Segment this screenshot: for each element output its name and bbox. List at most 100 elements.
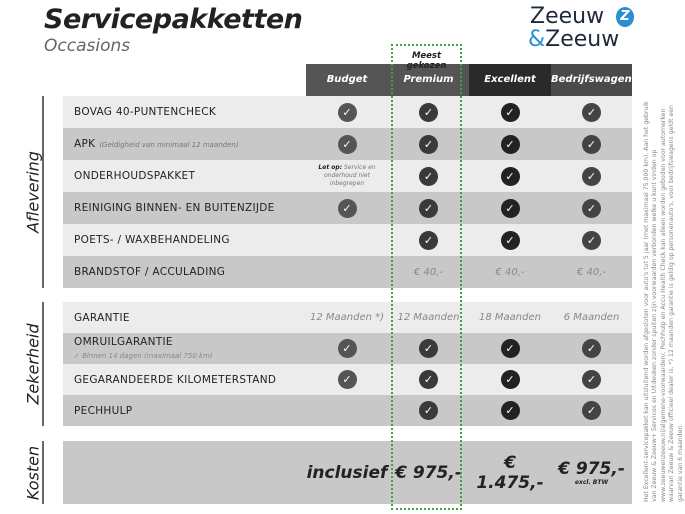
cell-excellent: ✓ (469, 198, 551, 218)
check-icon: ✓ (419, 370, 438, 389)
table-row: BRANDSTOF / ACCULADING € 40,- € 40,- € 40,- (63, 256, 632, 288)
section-label: Aflevering (23, 151, 43, 233)
row-label-text: BRANDSTOF / ACCULADING (74, 266, 226, 278)
row-note: (Geldigheid van minimaal 12 maanden) (99, 141, 239, 149)
table-row: REINIGING BINNEN- EN BUITENZIJDE ✓ ✓ ✓ ✓ (63, 192, 632, 224)
check-icon: ✓ (337, 102, 357, 122)
check-icon: ✓ (419, 230, 438, 250)
section-label: Kosten (23, 445, 43, 500)
row-label: GEGARANDEERDE KILOMETERSTAND (63, 374, 306, 386)
cell-bedrijfswagens: ✓ (551, 370, 632, 389)
row-label-text: BOVAG 40-PUNTENCHECK (74, 106, 217, 118)
cell-budget: ✓ (306, 370, 388, 389)
check-icon: ✓ (337, 339, 357, 358)
check-icon: ✓ (582, 102, 601, 122)
check-icon: ✓ (582, 339, 601, 358)
row-label: ONDERHOUDSPAKKET (63, 170, 306, 182)
cell-premium: ✓ (388, 102, 469, 122)
logo-line2: &Zeeuw (528, 27, 620, 52)
table-row: POETS- / WAXBEHANDELING ✓ ✓ ✓ (63, 224, 632, 256)
cell-premium: ✓ (388, 401, 469, 420)
cell-budget: 12 Maanden *) (309, 312, 385, 323)
price-bedrijfswagens: € 975,- excl. BTW (551, 459, 632, 486)
row-label: PECHHULP (63, 405, 306, 417)
logo-line1: Zeeuw (530, 4, 605, 29)
check-icon: ✓ (582, 230, 601, 250)
price-excellent: € 1.475,- (469, 453, 551, 493)
logo: Zeeuw Z &Zeeuw (528, 4, 640, 54)
row-label: BRANDSTOF / ACCULADING (63, 266, 306, 278)
column-header-excellent: Excellent (469, 64, 551, 96)
check-icon: ✓ (337, 370, 357, 389)
check-icon: ✓ (582, 401, 601, 420)
section-label: Zekerheid (23, 323, 43, 405)
row-label: REINIGING BINNEN- EN BUITENZIJDE (63, 202, 306, 214)
section-kosten: Kosten (24, 441, 44, 504)
cell-premium: € 40,- (413, 266, 444, 278)
logo-mark-icon: Z (616, 7, 634, 27)
check-icon: ✓ (419, 401, 438, 420)
cell-budget: ✓ (306, 102, 388, 122)
price-row: inclusief € 975,- € 1.475,- € 975,- excl. BT… (63, 441, 632, 504)
table-row: GEGARANDEERDE KILOMETERSTAND ✓ ✓ ✓ ✓ (63, 364, 632, 395)
let-op-text: Service en onderhoud niet inbegrepen (324, 164, 376, 187)
cell-excellent: ✓ (469, 230, 551, 250)
row-label-text: POETS- / WAXBEHANDELING (74, 234, 230, 246)
price-value: € 975,- (558, 459, 625, 479)
cell-excellent: ✓ (469, 370, 551, 389)
price-value: inclusief (306, 462, 388, 483)
cell-excellent: ✓ (469, 401, 551, 420)
table-row: APK (Geldigheid van minimaal 12 maanden) ✓… (63, 128, 632, 160)
cell-bedrijfswagens: 6 Maanden (563, 312, 620, 323)
cell-bedrijfswagens: ✓ (551, 401, 632, 420)
page-subtitle: Occasions (44, 36, 131, 56)
row-label-text: GARANTIE (74, 311, 130, 324)
cell-budget: Let op: Service en onderhoud niet inbegr… (306, 164, 388, 188)
cell-excellent: ✓ (469, 102, 551, 122)
check-icon: ✓ (582, 370, 601, 389)
column-header-budget: Budget (306, 64, 388, 96)
check-icon: ✓ (500, 230, 520, 250)
cell-premium: ✓ (388, 198, 469, 218)
price-budget: inclusief (306, 463, 388, 483)
cell-bedrijfswagens: ✓ (551, 198, 632, 218)
cell-premium: ✓ (388, 339, 469, 358)
cell-excellent: € 40,- (495, 266, 525, 278)
check-icon: ✓ (500, 370, 520, 389)
cell-budget: ✓ (306, 339, 388, 358)
cell-premium: ✓ (388, 230, 469, 250)
cell-excellent: ✓ (469, 166, 551, 186)
check-icon: ✓ (500, 166, 520, 186)
row-label: OMRUILGARANTIE ✓ Binnen 14 dagen (maximaa… (63, 336, 306, 360)
cell-excellent: ✓ (469, 339, 551, 358)
cell-excellent: 18 Maanden (479, 312, 541, 323)
cell-excellent: ✓ (469, 134, 551, 154)
section-zekerheid: Zekerheid (24, 302, 44, 426)
check-icon: ✓ (419, 339, 438, 358)
cell-premium: 12 Maanden (397, 312, 460, 323)
row-label: APK (Geldigheid van minimaal 12 maanden) (63, 138, 306, 150)
row-label: POETS- / WAXBEHANDELING (63, 234, 306, 246)
price-value: € 1.475,- (476, 452, 544, 493)
cell-budget: ✓ (306, 198, 388, 218)
check-icon: ✓ (419, 134, 438, 154)
check-icon: ✓ (582, 198, 601, 218)
check-icon: ✓ (582, 134, 601, 154)
cell-bedrijfswagens: ✓ (551, 230, 632, 250)
check-icon: ✓ (500, 134, 520, 154)
cell-bedrijfswagens: ✓ (551, 339, 632, 358)
row-label-text: APK (74, 138, 96, 150)
table-row: ONDERHOUDSPAKKET Let op: Service en onder… (63, 160, 632, 192)
row-label: BOVAG 40-PUNTENCHECK (63, 106, 306, 118)
page-title: Servicepakketten (44, 4, 303, 35)
row-label-text: OMRUILGARANTIE (74, 335, 173, 348)
column-header-premium: Premium (388, 64, 469, 96)
row-subnote: ✓ Binnen 14 dagen (maximaal 750 km) (74, 351, 213, 360)
check-icon: ✓ (500, 401, 520, 420)
column-header-bedrijfswagens: Bedrijfswagens (551, 64, 638, 96)
table-row: OMRUILGARANTIE ✓ Binnen 14 dagen (maximaa… (63, 333, 632, 364)
cell-budget: ✓ (306, 134, 388, 154)
cell-premium: ✓ (388, 134, 469, 154)
table-row: BOVAG 40-PUNTENCHECK ✓ ✓ ✓ ✓ (63, 96, 632, 128)
cell-bedrijfswagens: ✓ (551, 166, 632, 186)
